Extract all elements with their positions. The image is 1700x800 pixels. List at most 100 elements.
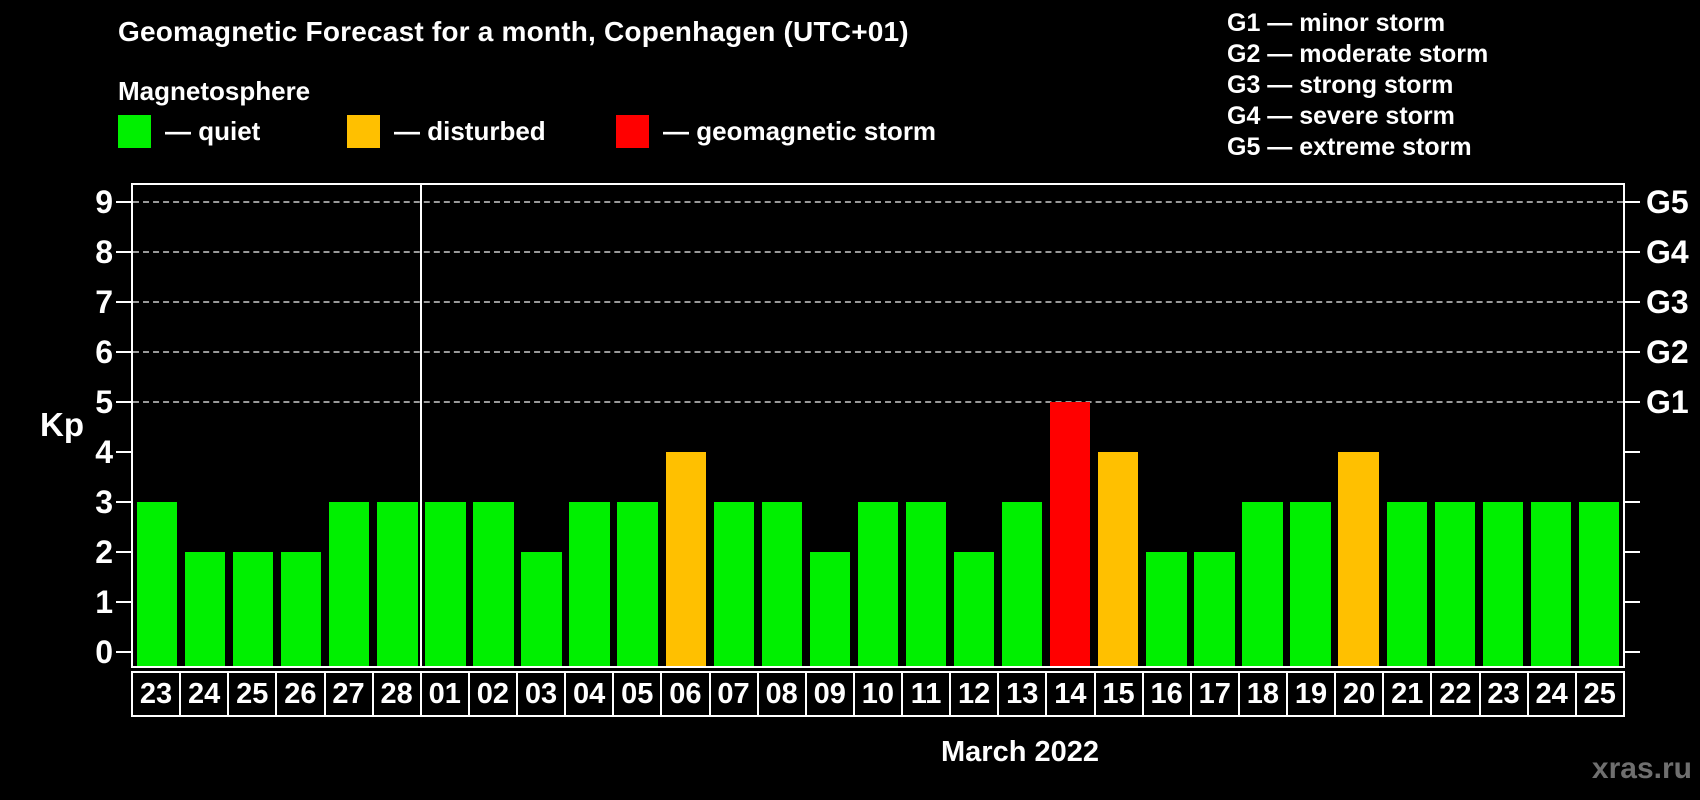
y-axis-tick-right-7 xyxy=(1625,301,1640,303)
y-axis-tick-right-9 xyxy=(1625,201,1640,203)
y-axis-tick-left-4 xyxy=(116,451,131,453)
y-axis-tick-label-8: 8 xyxy=(95,234,113,270)
storm-scale-line: G1 — minor storm xyxy=(1227,9,1446,37)
legend-label-quiet: — quiet xyxy=(165,115,261,146)
y-axis-tick-right-1 xyxy=(1625,601,1640,603)
kp-axis-label: Kp xyxy=(40,406,84,443)
kp-bar-22 xyxy=(1434,502,1475,666)
kp-bar-17 xyxy=(1194,552,1235,666)
kp-gridline-8 xyxy=(133,251,1623,253)
date-cell-05: 05 xyxy=(612,671,663,717)
x-axis-title: March 2022 xyxy=(941,736,1099,768)
month-separator-line xyxy=(420,185,423,666)
legend-item-storm: — geomagnetic storm xyxy=(616,113,936,149)
y-axis-tick-right-8 xyxy=(1625,251,1640,253)
y-axis-tick-right-0 xyxy=(1625,651,1640,653)
y-axis-tick-left-6 xyxy=(116,351,131,353)
y-axis-tick-label-6: 6 xyxy=(95,334,113,370)
date-cell-06: 06 xyxy=(660,671,711,717)
g-scale-label-G3: G3 xyxy=(1646,284,1689,320)
date-cell-23: 23 xyxy=(1478,671,1529,717)
date-cell-02: 02 xyxy=(467,671,518,717)
watermark: xras.ru xyxy=(1591,752,1692,785)
y-axis-tick-left-7 xyxy=(116,301,131,303)
y-axis-tick-left-5 xyxy=(116,401,131,403)
kp-bar-26 xyxy=(281,552,322,666)
date-cell-24: 24 xyxy=(1526,671,1577,717)
date-cell-12: 12 xyxy=(949,671,1000,717)
kp-bar-23 xyxy=(1482,502,1523,666)
kp-bar-16 xyxy=(1146,552,1187,666)
date-cell-17: 17 xyxy=(1189,671,1240,717)
kp-bar-08 xyxy=(761,502,803,666)
kp-bar-10 xyxy=(857,502,899,666)
g-scale-label-G1: G1 xyxy=(1646,384,1689,420)
kp-bar-24 xyxy=(184,552,226,666)
date-cell-21: 21 xyxy=(1382,671,1433,717)
date-cell-04: 04 xyxy=(564,671,615,717)
kp-bar-25 xyxy=(232,552,274,666)
date-axis-row: 23 24 25 26 27 28 01 02 03 04 05 06 07 08 09 10 11 12 13 14… xyxy=(131,671,1625,717)
kp-bar-19 xyxy=(1290,502,1331,666)
y-axis-tick-label-9: 9 xyxy=(95,184,113,220)
magnetosphere-label: Magnetosphere xyxy=(118,76,311,106)
kp-gridline-6 xyxy=(133,351,1623,353)
y-axis-tick-right-5 xyxy=(1625,401,1640,403)
legend-swatch-storm xyxy=(616,114,649,148)
chart-title: Geomagnetic Forecast for a month, Copenh… xyxy=(118,16,909,47)
plot-area xyxy=(131,183,1625,668)
kp-bar-01 xyxy=(425,502,466,666)
legend-item-quiet: — quiet xyxy=(118,113,260,149)
date-cell-25: 25 xyxy=(227,671,278,717)
date-cell-25: 25 xyxy=(1574,671,1625,717)
storm-scale-line: G5 — extreme storm xyxy=(1227,133,1472,161)
kp-bar-03 xyxy=(521,552,562,666)
y-axis-tick-right-2 xyxy=(1625,551,1640,553)
kp-bar-07 xyxy=(713,502,754,666)
legend-label-disturbed: — disturbed xyxy=(394,115,546,146)
storm-scale-legend: G1 — minor storm G2 — moderate storm G3 — … xyxy=(1227,8,1488,163)
g-scale-label-G5: G5 xyxy=(1646,184,1689,220)
y-axis-tick-label-0: 0 xyxy=(95,634,113,670)
y-axis-tick-left-0 xyxy=(116,651,131,653)
kp-bar-15 xyxy=(1098,452,1139,666)
kp-bar-24 xyxy=(1530,502,1572,666)
storm-scale-line: G2 — moderate storm xyxy=(1227,40,1489,68)
legend-swatch-quiet xyxy=(118,114,151,148)
legend-swatch-disturbed xyxy=(347,114,380,148)
kp-bar-02 xyxy=(473,502,514,666)
date-cell-28: 28 xyxy=(371,671,422,717)
date-cell-19: 19 xyxy=(1286,671,1337,717)
y-axis-tick-left-1 xyxy=(116,601,131,603)
date-cell-07: 07 xyxy=(708,671,759,717)
kp-bar-04 xyxy=(569,502,610,666)
kp-bar-13 xyxy=(1002,502,1043,666)
y-axis-tick-right-4 xyxy=(1625,451,1640,453)
date-cell-24: 24 xyxy=(179,671,230,717)
y-axis-tick-left-8 xyxy=(116,251,131,253)
kp-bar-11 xyxy=(905,502,947,666)
date-cell-01: 01 xyxy=(419,671,470,717)
y-axis-tick-left-9 xyxy=(116,201,131,203)
date-cell-27: 27 xyxy=(323,671,374,717)
date-cell-10: 10 xyxy=(852,671,903,717)
kp-bar-28 xyxy=(377,502,418,666)
kp-bar-12 xyxy=(953,552,995,666)
date-cell-26: 26 xyxy=(275,671,326,717)
kp-bar-09 xyxy=(809,552,851,666)
date-cell-16: 16 xyxy=(1141,671,1192,717)
storm-scale-line: G3 — strong storm xyxy=(1227,71,1454,99)
y-axis-tick-label-3: 3 xyxy=(95,484,113,520)
kp-bar-27 xyxy=(329,502,370,666)
date-cell-13: 13 xyxy=(997,671,1048,717)
date-cell-08: 08 xyxy=(756,671,807,717)
date-cell-18: 18 xyxy=(1237,671,1288,717)
kp-bar-21 xyxy=(1386,502,1427,666)
kp-bar-25 xyxy=(1578,502,1620,666)
y-axis-tick-label-7: 7 xyxy=(95,284,113,320)
y-axis-tick-label-4: 4 xyxy=(95,434,113,470)
kp-bar-23 xyxy=(136,502,178,666)
y-axis-tick-right-3 xyxy=(1625,501,1640,503)
y-axis-tick-left-3 xyxy=(116,501,131,503)
